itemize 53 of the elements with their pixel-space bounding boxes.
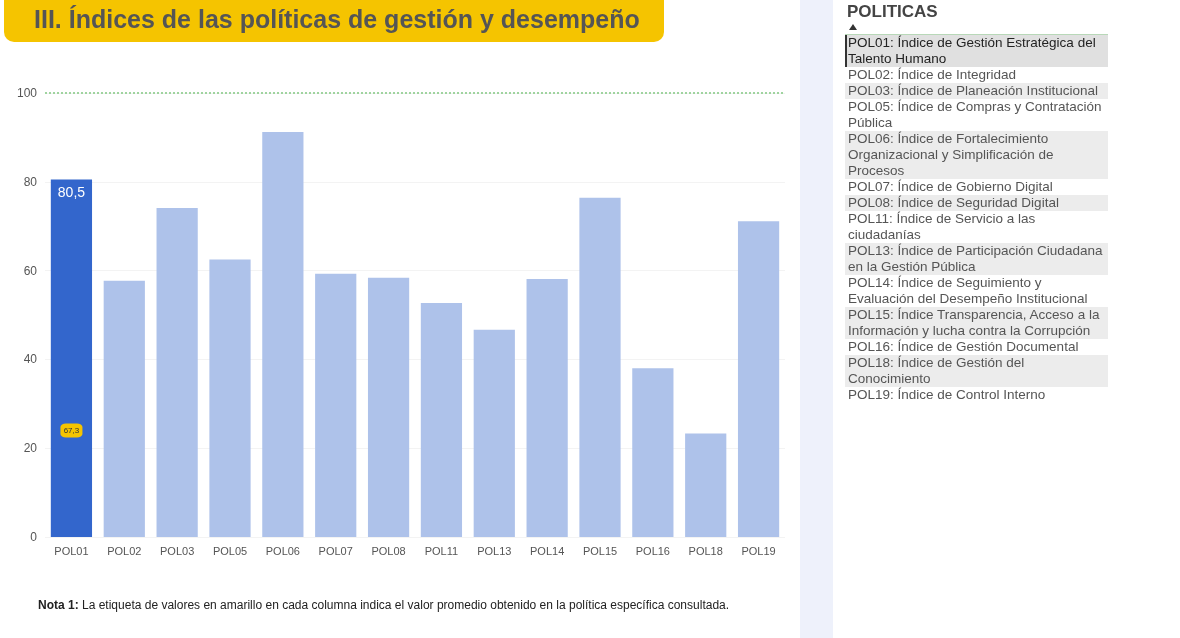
text: POL01: Índice de Gestión Estratégica del Talento Humano xyxy=(845,35,1108,67)
x-tick-label: POL19 xyxy=(741,544,776,557)
x-tick-label: POL18 xyxy=(688,544,723,557)
bar xyxy=(526,279,568,537)
bar xyxy=(156,208,198,537)
x-tick-label: POL06 xyxy=(265,544,300,557)
text: POL19: Índice de Control Interno xyxy=(847,387,1047,403)
x-tick-label: POL03 xyxy=(160,544,195,557)
text: POL07: Índice de Gobierno Digital xyxy=(847,179,1054,195)
chart-title: III. Índices de las políticas de gestión y desempeño xyxy=(4,0,664,42)
bar xyxy=(420,303,463,537)
text: POL16: Índice de Gestión Documental xyxy=(847,339,1080,355)
y-tick-label: 40 xyxy=(23,352,38,367)
bar xyxy=(685,433,727,537)
bar xyxy=(209,259,251,537)
y-tick-label: 80 xyxy=(23,174,38,189)
text: POL06: Índice de Fortalecimiento Organizacional y Simplificación de Procesos xyxy=(845,131,1108,179)
x-tick-label: POL16 xyxy=(635,544,670,557)
text: POL05: Índice de Compras y Contratación Pública xyxy=(847,99,1103,131)
bar xyxy=(103,280,145,537)
data-label: 80,5 xyxy=(57,183,86,200)
x-tick-label: POL05 xyxy=(212,544,248,557)
bar xyxy=(737,221,780,537)
x-tick-label: POL01 xyxy=(54,544,89,557)
text: POL15: Índice Transparencia, Acceso a la Información y lucha contra la Corrupción xyxy=(845,307,1108,339)
x-tick-label: POL14 xyxy=(530,544,565,557)
text: POL02: Índice de Integridad xyxy=(847,67,1018,83)
y-tick-label: 100 xyxy=(16,86,38,100)
text: POL11: Índice de Servicio a las ciudadanías xyxy=(847,211,1037,243)
text: POL13: Índice de Participación Ciudadana en la Gestión Pública xyxy=(845,243,1108,275)
bar xyxy=(632,368,674,537)
bar xyxy=(473,329,515,537)
x-tick-label: POL07 xyxy=(318,544,353,557)
annotation: 67,3 xyxy=(63,425,80,435)
text: POL18: Índice de Gestión del Conocimiento xyxy=(845,355,1108,387)
x-tick-label: POL11 xyxy=(424,544,459,557)
x-tick-label: POL15 xyxy=(582,544,618,557)
y-tick-label: 20 xyxy=(23,441,38,456)
x-tick-label: POL08 xyxy=(371,544,406,557)
y-tick-label: 60 xyxy=(23,263,38,278)
bar xyxy=(367,277,410,537)
text: POL14: Índice de Seguimiento y Evaluación del Desempeño Institucional xyxy=(847,275,1089,307)
bar xyxy=(50,179,93,537)
x-tick-label: POL13 xyxy=(477,544,512,557)
text: POLITICAS xyxy=(847,2,938,22)
bar xyxy=(262,132,304,537)
text: POL08: Índice de Seguridad Digital xyxy=(845,195,1108,211)
text: Nota 1: La etiqueta de valores en amarillo en cada columna indica el valor promedio obtenido en la política específica consultada. xyxy=(38,598,730,612)
bar xyxy=(579,197,621,537)
text: POL03: Índice de Planeación Institucional xyxy=(845,83,1108,99)
y-tick-label: 0 xyxy=(30,530,38,544)
bar xyxy=(315,273,357,537)
x-tick-label: POL02 xyxy=(107,544,142,557)
